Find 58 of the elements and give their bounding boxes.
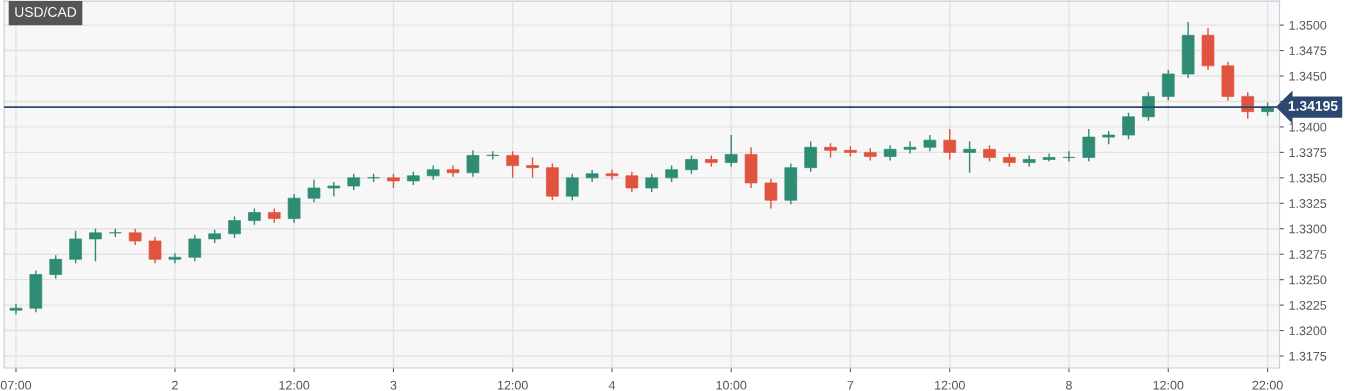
y-tick-label: 1.3450 (1289, 71, 1327, 81)
y-tick-label: 1.3250 (1289, 275, 1327, 285)
x-tick-label: 3 (390, 380, 397, 390)
candlestick (9, 303, 23, 315)
candlestick (466, 149, 480, 178)
candlestick (49, 254, 63, 280)
x-tick-label: 10:00 (716, 380, 747, 390)
candlestick (963, 140, 976, 174)
x-tick-label: 12:00 (279, 380, 310, 390)
candlestick (1122, 111, 1135, 140)
candlestick (605, 168, 619, 181)
candlestick (506, 150, 519, 179)
y-tick-label: 1.3200 (1289, 326, 1327, 336)
candlestick (903, 140, 917, 155)
candlestick (645, 173, 659, 193)
x-tick-label: 22:00 (1252, 380, 1283, 390)
x-tick-label: 07:00 (0, 380, 32, 390)
y-tick-label: 1.3275 (1289, 250, 1327, 259)
candlestick (1082, 128, 1096, 163)
x-tick-label: 12:00 (935, 380, 965, 390)
candlestick (168, 252, 182, 265)
x-tick-label: 2 (172, 380, 178, 390)
x-tick-label: 12:00 (1153, 380, 1184, 390)
y-tick-label: 1.3300 (1289, 224, 1327, 234)
y-tick-label: 1.3325 (1289, 199, 1327, 208)
candlestick (565, 173, 579, 201)
x-tick-label: 12:00 (497, 380, 528, 390)
candlestick (526, 156, 539, 179)
candlestick (307, 179, 321, 203)
candlestick (1062, 150, 1076, 163)
candlestick (228, 215, 241, 239)
ref-line-label: 1.34195 (1288, 100, 1338, 111)
y-tick-label: 1.3375 (1289, 148, 1327, 158)
candlestick (287, 193, 301, 224)
y-tick-label: 1.3400 (1289, 122, 1327, 132)
chart-title: USD/CAD (15, 6, 77, 17)
candlestick (148, 236, 162, 265)
candlestick (69, 230, 82, 265)
candlestick (685, 154, 698, 175)
candlestick (89, 228, 102, 263)
candlestick (764, 178, 778, 210)
candlestick (327, 181, 341, 197)
y-tick-label: 1.3350 (1289, 173, 1327, 183)
candlestick (1142, 91, 1155, 122)
candlestick (1042, 152, 1056, 163)
candlestick (625, 171, 639, 193)
candlestick (943, 128, 957, 161)
candlestick (804, 140, 817, 173)
x-tick-label: 8 (1066, 380, 1072, 390)
candlestick (1161, 69, 1175, 102)
x-tick-label: 4 (608, 380, 616, 390)
y-tick-label: 1.3175 (1289, 351, 1327, 361)
candlestick (188, 234, 202, 263)
candlestick (724, 134, 738, 168)
y-tick-label: 1.3475 (1289, 46, 1327, 56)
y-tick-label: 1.3225 (1289, 300, 1327, 310)
y-tick-label: 1.3500 (1289, 20, 1327, 30)
x-tick-label: 7 (847, 380, 854, 390)
